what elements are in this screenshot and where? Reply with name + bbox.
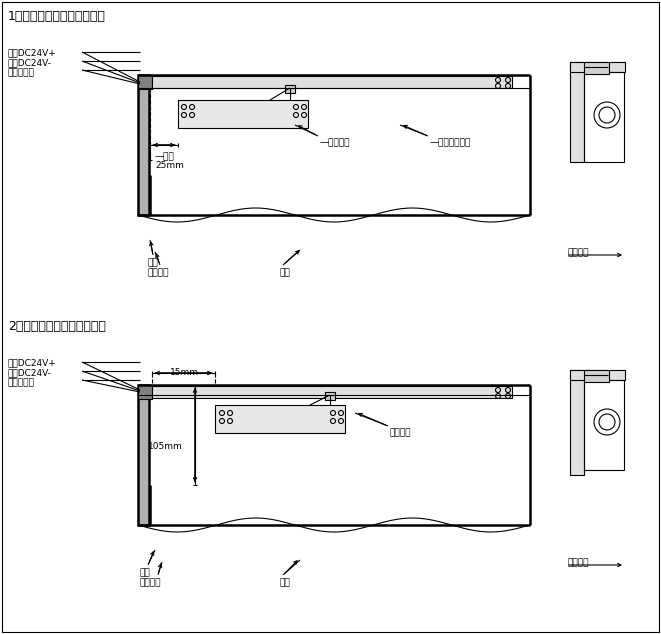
Text: 门状态信号: 门状态信号 bbox=[8, 378, 35, 387]
Text: 25mm: 25mm bbox=[155, 161, 184, 170]
Bar bbox=[152, 76, 512, 88]
Text: 105mm: 105mm bbox=[148, 442, 182, 451]
Text: 钸链一侧: 钸链一侧 bbox=[140, 578, 161, 587]
Text: 钸链一侧: 钸链一侧 bbox=[148, 268, 169, 277]
Text: 黑线DC24V-: 黑线DC24V- bbox=[8, 58, 52, 67]
Bar bbox=[215, 405, 345, 433]
Bar bbox=[178, 100, 308, 128]
Bar bbox=[584, 370, 609, 382]
Text: —门框下边对齐: —门框下边对齐 bbox=[430, 138, 471, 147]
Bar bbox=[138, 385, 152, 399]
Text: 1、联动闭门器于推门面安装: 1、联动闭门器于推门面安装 bbox=[8, 10, 106, 23]
Text: 2、联动闭门器于拉门面安装: 2、联动闭门器于拉门面安装 bbox=[8, 320, 106, 333]
Bar bbox=[584, 380, 624, 470]
Text: 黑线DC24V-: 黑线DC24V- bbox=[8, 368, 52, 377]
Text: 门框: 门框 bbox=[148, 258, 159, 267]
Text: 红线DC24V+: 红线DC24V+ bbox=[8, 48, 57, 57]
Text: —保持水平: —保持水平 bbox=[320, 138, 350, 147]
Text: 门扇: 门扇 bbox=[280, 578, 291, 587]
Bar bbox=[570, 370, 584, 475]
Bar bbox=[584, 72, 624, 162]
Text: 红线DC24V+: 红线DC24V+ bbox=[8, 358, 57, 367]
Bar bbox=[570, 62, 584, 162]
Text: 开门方向: 开门方向 bbox=[568, 558, 590, 567]
Text: 保持水平: 保持水平 bbox=[390, 428, 412, 437]
Text: 门框: 门框 bbox=[140, 568, 151, 577]
Bar bbox=[570, 62, 625, 72]
Text: 15mm: 15mm bbox=[170, 368, 199, 377]
Text: 开门方向: 开门方向 bbox=[568, 248, 590, 257]
Bar bbox=[138, 385, 149, 525]
Bar bbox=[285, 85, 295, 93]
Bar bbox=[152, 386, 512, 398]
Bar bbox=[138, 75, 149, 215]
Bar bbox=[138, 75, 152, 89]
Text: 门状态信号: 门状态信号 bbox=[8, 68, 35, 77]
Bar bbox=[570, 370, 625, 380]
Text: —对齐: —对齐 bbox=[155, 152, 175, 161]
Bar bbox=[584, 62, 609, 74]
Bar bbox=[325, 392, 335, 400]
Text: 门扇: 门扇 bbox=[280, 268, 291, 277]
